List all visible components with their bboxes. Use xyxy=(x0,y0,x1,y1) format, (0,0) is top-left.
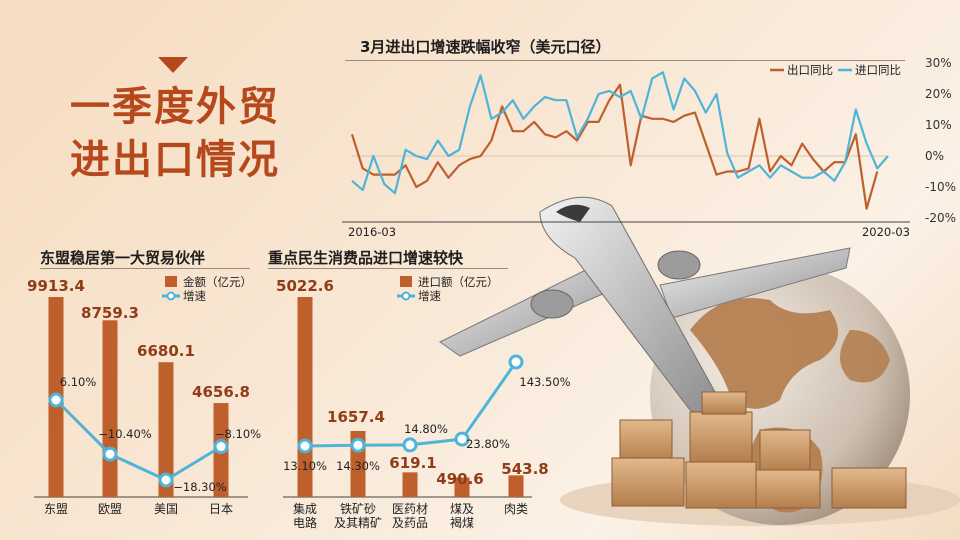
y-tick-label: 30% xyxy=(925,56,952,70)
bar xyxy=(158,362,174,497)
bar-value-label: 490.6 xyxy=(436,470,483,488)
bar-value-label: 5022.6 xyxy=(276,277,334,295)
bar xyxy=(402,472,418,497)
y-tick-label: 20% xyxy=(925,87,952,101)
legend-line-label: 增速 xyxy=(418,289,441,303)
growth-line xyxy=(54,398,222,482)
category-label: 铁矿砂 xyxy=(340,502,376,516)
bar-value-label: 4656.8 xyxy=(192,383,250,401)
growth-label: 13.10% xyxy=(283,459,327,473)
bar xyxy=(508,475,524,497)
bar-value-label: 619.1 xyxy=(389,454,436,472)
legend-label: 进口同比 xyxy=(855,63,901,77)
growth-point xyxy=(102,446,118,462)
asean-chart-divider xyxy=(40,268,250,269)
growth-label: 23.80% xyxy=(466,437,510,451)
category-label: 美国 xyxy=(154,502,178,516)
asean-chart-title: 东盟稳居第一大贸易伙伴 xyxy=(40,249,206,267)
triangle-marker-icon xyxy=(158,57,188,73)
x-end-label: 2020-03 xyxy=(862,225,910,239)
growth-point xyxy=(508,354,524,370)
category-label: 欧盟 xyxy=(98,502,122,516)
growth-label: 14.80% xyxy=(404,422,448,436)
growth-point xyxy=(158,472,174,488)
category-label: 集成 xyxy=(293,501,317,516)
category-label: 褐煤 xyxy=(450,515,474,530)
category-label: 电路 xyxy=(293,515,317,530)
bar-value-label: 9913.4 xyxy=(27,277,85,295)
bar xyxy=(454,477,470,497)
legend-line-marker xyxy=(401,291,411,301)
y-tick-label: 0% xyxy=(925,149,944,163)
legend-bar-swatch xyxy=(165,276,177,287)
main-title-line2: 进出口情况 xyxy=(70,137,280,183)
growth-point xyxy=(350,437,366,453)
growth-label: 14.30% xyxy=(336,459,380,473)
category-label: 及药品 xyxy=(392,516,428,530)
legend-line-label: 增速 xyxy=(183,289,206,303)
legend-bar-swatch xyxy=(400,276,412,287)
line-chart-divider xyxy=(345,60,905,61)
y-tick-label: -10% xyxy=(925,180,956,194)
growth-label: 6.10% xyxy=(60,375,97,389)
legend-bar-label: 进口额（亿元） xyxy=(418,275,499,289)
main-title-line1: 一季度外贸 xyxy=(70,84,280,130)
growth-point xyxy=(48,392,64,408)
category-label: 日本 xyxy=(209,502,233,516)
bar-value-label: 543.8 xyxy=(501,460,548,478)
growth-label: −10.40% xyxy=(98,427,152,441)
category-label: 肉类 xyxy=(504,502,528,516)
bar-value-label: 8759.3 xyxy=(81,304,139,322)
x-start-label: 2016-03 xyxy=(348,225,396,239)
y-tick-label: 10% xyxy=(925,118,952,132)
category-label: 医药材 xyxy=(392,502,428,516)
growth-point xyxy=(402,437,418,453)
cargo-boxes-icon xyxy=(611,391,907,509)
y-tick-label: -20% xyxy=(925,211,956,225)
line-chart-title: 3月进出口增速跌幅收窄（美元口径） xyxy=(360,38,611,56)
growth-point xyxy=(454,431,470,447)
growth-point xyxy=(213,439,229,455)
legend-bar-label: 金额（亿元） xyxy=(183,275,252,289)
legend-label: 出口同比 xyxy=(787,63,833,77)
growth-point xyxy=(297,438,313,454)
line-chart: 30% 20% 10% 0% -10% -20% 2016-03 2020-03 出口同比 进口同… xyxy=(342,56,956,239)
import-growth-line xyxy=(351,71,889,195)
bar-value-label: 6680.1 xyxy=(137,342,195,360)
export-growth-line xyxy=(350,83,879,210)
growth-label: −8.10% xyxy=(215,427,261,441)
airplane-icon xyxy=(439,196,851,415)
consumer-chart-title: 重点民生消费品进口增速较快 xyxy=(268,249,464,267)
bar-value-label: 1657.4 xyxy=(327,408,385,426)
category-label: 东盟 xyxy=(44,502,68,516)
consumer-chart-divider xyxy=(268,268,508,269)
growth-label: 143.50% xyxy=(519,375,570,389)
category-label: 及其精矿 xyxy=(334,516,382,530)
growth-label: −18.30% xyxy=(173,480,227,494)
category-label: 煤及 xyxy=(450,502,474,516)
legend-line-marker xyxy=(166,291,176,301)
